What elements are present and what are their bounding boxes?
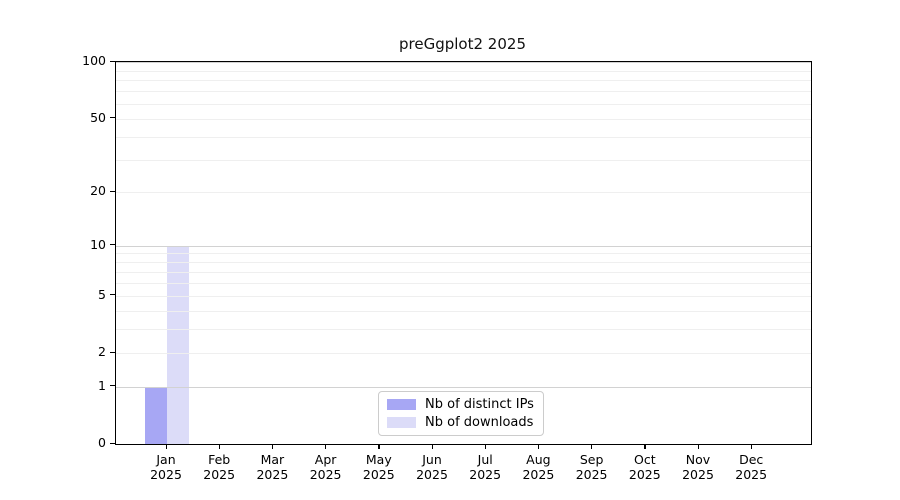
y-tick-0 (110, 442, 115, 444)
y-tick-label-10: 10 (90, 236, 106, 252)
gridline-minor-5 (116, 295, 811, 297)
y-tick-label-2: 2 (98, 344, 106, 360)
x-tick-label-dec: Dec 2025 (735, 452, 768, 482)
x-tick-mar (271, 444, 274, 450)
gridline-major-1 (116, 386, 811, 388)
y-tick-1 (110, 385, 115, 387)
y-tick-2 (110, 351, 115, 353)
x-tick-jun (431, 444, 433, 450)
legend-item-downloads: Nb of downloads (387, 415, 534, 430)
y-tick-label-50: 50 (90, 109, 106, 125)
legend-swatch-downloads (387, 417, 416, 428)
gridline-minor-6 (116, 282, 811, 284)
legend-label-downloads: Nb of downloads (425, 415, 534, 430)
y-tick-100 (110, 60, 115, 62)
y-tick-20 (110, 190, 115, 192)
x-tick-nov (697, 444, 699, 450)
gridline-minor-3 (116, 329, 811, 331)
x-tick-jul (484, 444, 486, 450)
legend-item-distinct-ips: Nb of distinct IPs (387, 397, 534, 412)
x-tick-label-jan: Jan 2025 (150, 452, 182, 482)
gridline-minor-7 (116, 271, 811, 273)
y-tick-10 (110, 244, 115, 246)
gridline-major-100 (116, 62, 811, 63)
chart-title: preGgplot2 2025 (399, 35, 526, 53)
legend-swatch-distinct-ips (387, 399, 416, 410)
legend: Nb of distinct IPs Nb of downloads (378, 391, 544, 436)
gridline-minor-30 (116, 159, 811, 161)
x-tick-jan (165, 444, 167, 450)
gridline-minor-50 (116, 118, 811, 120)
gridline-minor-70 (116, 91, 811, 93)
x-tick-label-nov: Nov 2025 (682, 452, 714, 482)
gridline-minor-40 (116, 136, 811, 138)
y-tick-50 (110, 117, 115, 119)
x-tick-sep (591, 444, 593, 450)
x-tick-label-oct: Oct 2025 (628, 452, 661, 482)
x-tick-label-jun: Jun 2025 (416, 452, 448, 482)
x-tick-label-jul: Jul 2025 (469, 452, 502, 482)
y-tick-label-20: 20 (90, 183, 106, 198)
gridline-minor-80 (116, 80, 811, 82)
gridline-minor-9 (116, 253, 811, 255)
gridline-minor-8 (116, 262, 811, 264)
x-tick-oct (644, 444, 646, 450)
x-tick-apr (325, 444, 327, 450)
x-tick-label-apr: Apr 2025 (309, 452, 342, 482)
y-tick-label-1: 1 (98, 377, 106, 393)
bar-nb-of-distinct-ips-jan (145, 386, 167, 444)
gridline-minor-2 (116, 353, 811, 355)
gridline-minor-90 (116, 70, 811, 72)
y-tick-label-0: 0 (98, 435, 106, 450)
x-tick-label-sep: Sep 2025 (575, 452, 608, 482)
x-tick-label-feb: Feb 2025 (203, 452, 236, 482)
gridline-minor-4 (116, 310, 811, 312)
gridline-minor-20 (116, 192, 811, 193)
gridline-minor-60 (116, 103, 811, 105)
x-tick-label-may: May 2025 (362, 452, 395, 482)
x-tick-feb (218, 444, 220, 450)
gridline-major-10 (116, 245, 811, 247)
y-tick-label-5: 5 (98, 286, 106, 302)
bar-nb-of-downloads-jan (167, 245, 189, 444)
x-tick-aug (537, 444, 540, 450)
x-tick-dec (750, 444, 752, 450)
legend-label-distinct-ips: Nb of distinct IPs (425, 397, 534, 412)
x-tick-label-mar: Mar 2025 (256, 452, 289, 482)
x-tick-label-aug: Aug 2025 (522, 452, 555, 482)
plot-area (115, 61, 812, 445)
y-tick-5 (110, 294, 115, 296)
x-tick-may (378, 444, 380, 450)
y-tick-label-100: 100 (82, 53, 106, 68)
